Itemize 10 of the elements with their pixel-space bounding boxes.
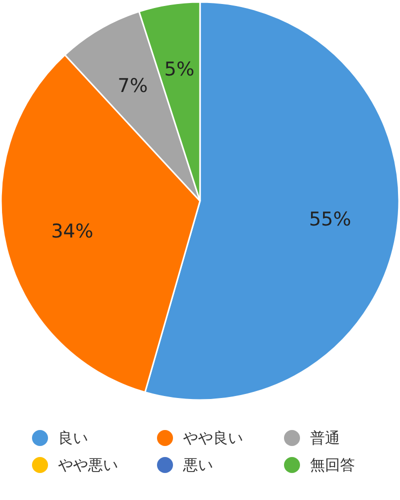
legend-label: やや悪い	[58, 456, 118, 474]
legend-label: 悪い	[182, 456, 213, 474]
legend-label: やや良い	[183, 429, 243, 447]
legend-label: 無回答	[310, 456, 355, 474]
data-label: 34%	[51, 220, 94, 242]
data-label: 7%	[118, 74, 148, 97]
data-label: 55%	[308, 208, 352, 230]
data-label: 5%	[164, 58, 194, 80]
legend-label: 良い	[58, 429, 88, 447]
legend-label: 普通	[310, 429, 340, 447]
